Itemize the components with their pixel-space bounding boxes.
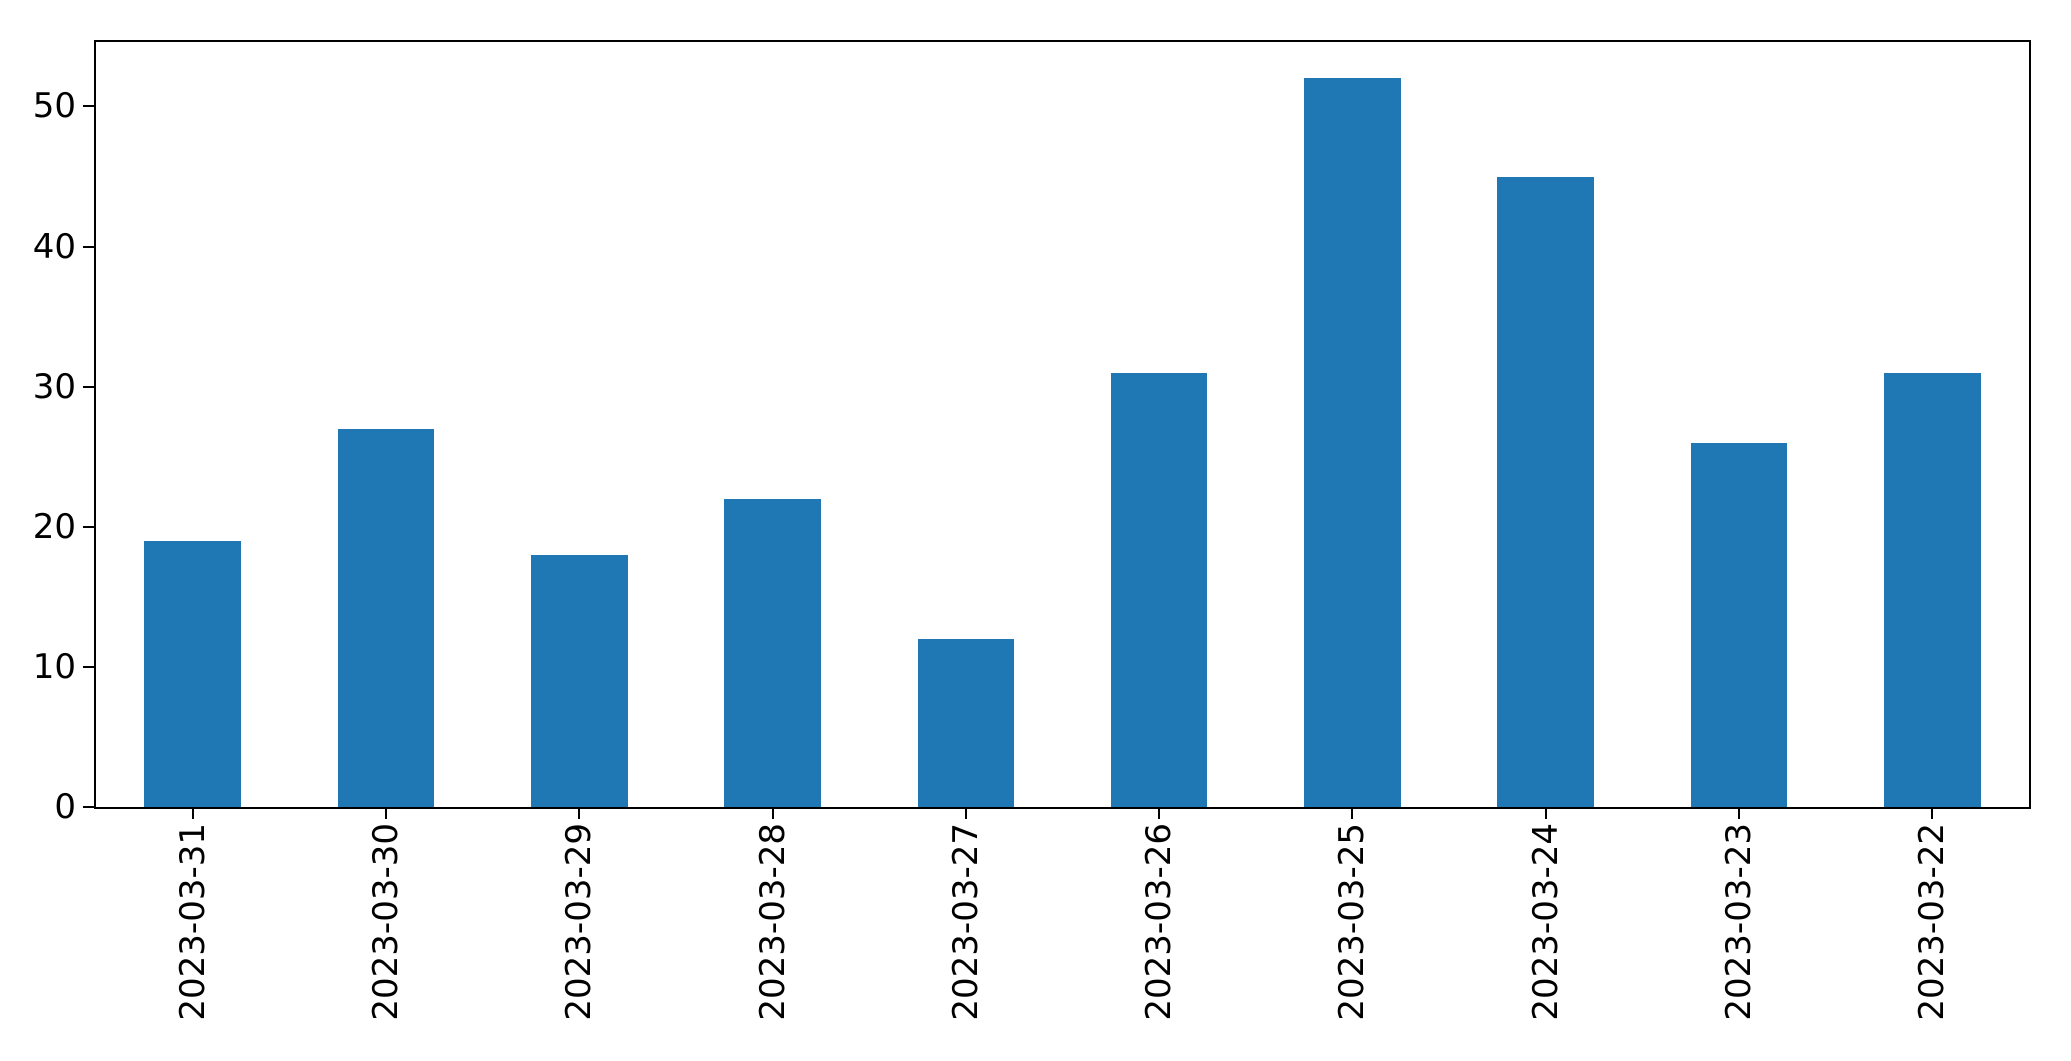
bar-2023-03-23 xyxy=(1690,442,1788,807)
y-tick-label: 0 xyxy=(54,787,76,827)
y-axis-tick xyxy=(83,385,94,388)
x-axis-tick xyxy=(1158,809,1161,819)
bar-2023-03-26 xyxy=(1110,372,1208,807)
x-tick-label: 2023-03-23 xyxy=(1719,823,1760,1021)
y-axis-tick xyxy=(83,665,94,668)
y-tick-label: 30 xyxy=(32,366,76,407)
x-tick-label: 2023-03-29 xyxy=(559,823,600,1021)
x-axis-tick xyxy=(191,809,194,819)
y-axis-tick xyxy=(83,525,94,528)
x-tick-label: 2023-03-28 xyxy=(752,823,793,1021)
x-tick-label: 2023-03-22 xyxy=(1912,823,1953,1021)
x-axis-tick xyxy=(578,809,581,819)
y-tick-label: 20 xyxy=(32,506,76,547)
x-tick-label: 2023-03-26 xyxy=(1139,823,1180,1021)
bar-2023-03-25 xyxy=(1304,78,1401,807)
x-tick-label: 2023-03-27 xyxy=(945,823,986,1021)
bar-2023-03-31 xyxy=(144,540,241,807)
y-axis-tick xyxy=(83,245,94,248)
plot-area xyxy=(94,40,2031,809)
y-axis-tick xyxy=(83,806,94,808)
bar-2023-03-22 xyxy=(1884,372,1981,807)
x-axis-tick xyxy=(1738,809,1741,819)
y-tick-label: 50 xyxy=(32,86,76,127)
x-tick-label: 2023-03-31 xyxy=(172,823,213,1021)
bar-2023-03-24 xyxy=(1497,176,1595,807)
y-tick-label: 40 xyxy=(32,226,76,267)
bar-2023-03-28 xyxy=(724,498,821,807)
x-axis-tick xyxy=(1544,809,1547,819)
x-axis-tick xyxy=(771,809,774,819)
x-tick-label: 2023-03-24 xyxy=(1525,823,1566,1021)
x-axis-tick xyxy=(1931,809,1934,819)
x-tick-label: 2023-03-25 xyxy=(1332,823,1373,1021)
x-axis-tick xyxy=(384,809,387,819)
y-tick-label: 10 xyxy=(32,646,76,687)
bar-2023-03-27 xyxy=(917,638,1015,807)
x-axis-tick xyxy=(1351,809,1354,819)
x-tick-label: 2023-03-30 xyxy=(365,823,406,1021)
bar-2023-03-29 xyxy=(530,554,628,807)
y-axis-tick xyxy=(83,105,94,108)
x-axis-tick xyxy=(964,809,967,819)
bar-2023-03-30 xyxy=(337,428,435,807)
